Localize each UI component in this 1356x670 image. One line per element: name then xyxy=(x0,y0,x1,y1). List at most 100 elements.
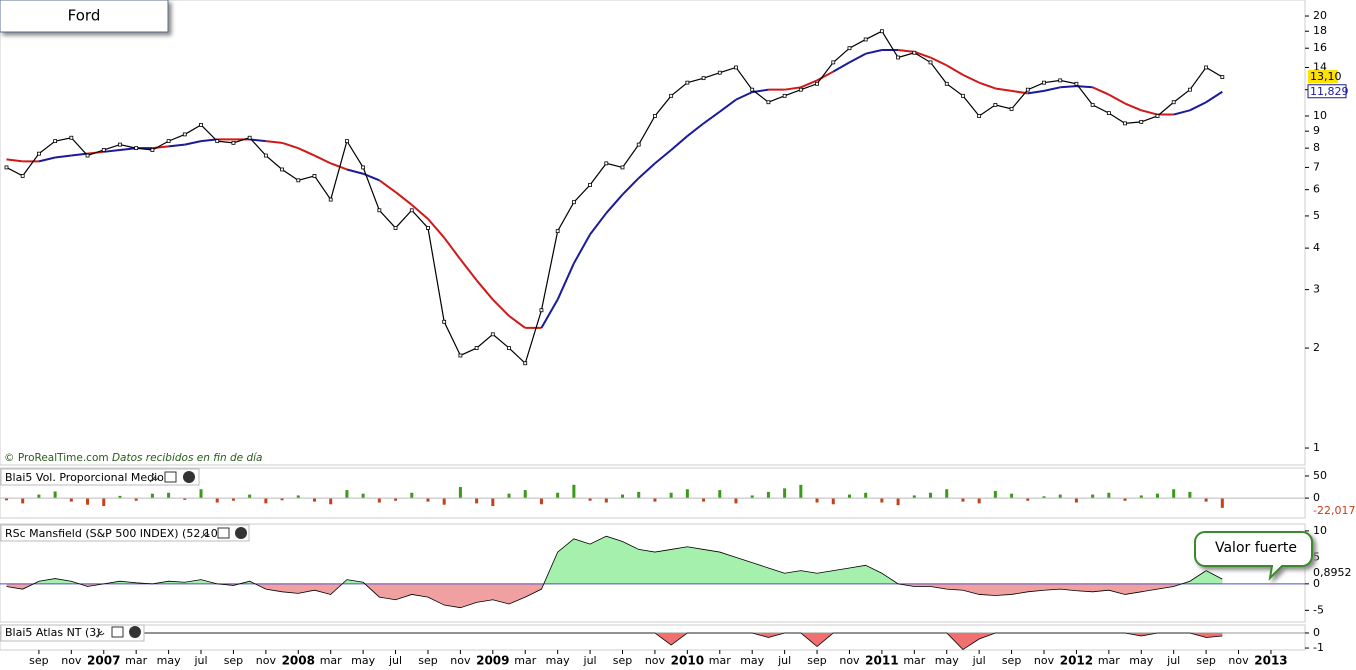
price-mark xyxy=(361,165,366,170)
moving-average xyxy=(784,86,801,91)
annotation-text: Valor fuerte xyxy=(1215,540,1297,556)
price-mark xyxy=(69,135,74,140)
price-mark xyxy=(1058,78,1063,83)
moving-average xyxy=(930,56,948,67)
price-mark xyxy=(215,139,220,144)
volume-bar xyxy=(961,498,965,502)
x-tick-label: mar xyxy=(903,654,925,666)
volume-bar xyxy=(783,488,787,499)
y-tick-label: 18 xyxy=(1313,24,1327,37)
plot-layers: 123456789101214161820050-50510-10sepnov2… xyxy=(0,9,1355,668)
close-icon[interactable] xyxy=(183,471,195,483)
price-mark xyxy=(1009,107,1014,111)
volume-bar xyxy=(1026,498,1030,501)
y-tick-label: -5 xyxy=(1313,603,1324,616)
volume-bar xyxy=(21,498,25,504)
close-icon[interactable] xyxy=(129,626,141,638)
close-icon[interactable] xyxy=(235,527,247,539)
volume-bar xyxy=(1155,493,1159,499)
price-mark xyxy=(555,229,560,234)
y-tick-label: -1 xyxy=(1313,641,1324,654)
settings-icon[interactable] xyxy=(95,628,105,638)
volume-bar xyxy=(442,498,446,505)
moving-average xyxy=(459,258,478,281)
y-tick-label: 0 xyxy=(1313,491,1320,504)
volume-bar xyxy=(847,494,851,499)
price-mark xyxy=(1139,119,1144,124)
moving-average xyxy=(573,233,591,264)
window-icon[interactable] xyxy=(111,626,124,638)
price-mark xyxy=(458,353,463,358)
x-tick-label: mar xyxy=(1098,654,1120,666)
moving-average xyxy=(1060,85,1077,89)
price-mark xyxy=(182,132,187,137)
price-mark xyxy=(507,346,511,350)
volume-bar xyxy=(150,493,154,499)
moving-average xyxy=(589,212,608,235)
y-tick-label: 20 xyxy=(1313,9,1327,22)
moving-average xyxy=(897,49,915,53)
area-negative xyxy=(6,583,1182,608)
moving-average xyxy=(492,298,510,317)
moving-average xyxy=(330,162,348,171)
moving-average xyxy=(995,87,1012,92)
volume-bar xyxy=(556,492,560,499)
price-mark xyxy=(199,123,203,127)
volume-bar xyxy=(766,491,770,499)
volume-bar xyxy=(1188,491,1192,499)
window-icon[interactable] xyxy=(164,471,177,483)
moving-average xyxy=(297,147,315,157)
price-mark xyxy=(620,165,625,170)
moving-average xyxy=(540,299,559,329)
volume-bar xyxy=(702,498,706,502)
moving-average xyxy=(119,147,137,151)
price-mark xyxy=(1042,80,1046,85)
moving-average xyxy=(184,140,202,146)
moving-average xyxy=(249,138,266,143)
volume-bar xyxy=(572,484,576,499)
volume-bar xyxy=(750,495,754,499)
settings-icon[interactable] xyxy=(149,473,159,483)
price-mark xyxy=(653,114,657,118)
volume-bar xyxy=(1139,495,1143,499)
price-mark xyxy=(604,161,609,166)
volume-bar xyxy=(912,495,916,499)
last-ma-label: 11,829 xyxy=(1310,85,1349,98)
volume-bar xyxy=(361,493,365,499)
moving-average xyxy=(654,149,672,165)
volume-bar xyxy=(604,498,608,503)
volume-bar xyxy=(685,489,689,499)
moving-average xyxy=(946,64,964,76)
y-tick-label: 7 xyxy=(1313,160,1320,173)
settings-icon[interactable] xyxy=(200,529,210,539)
y-tick-label: 0 xyxy=(1313,577,1320,590)
volume-bar xyxy=(377,498,381,503)
volume-bar xyxy=(183,498,187,500)
price-mark xyxy=(85,153,90,158)
moving-average xyxy=(1108,93,1126,105)
volume-bar xyxy=(410,492,414,499)
moving-average xyxy=(816,70,834,82)
atlas-header: Blai5 Atlas NT (3) xyxy=(0,624,145,642)
volume-bar xyxy=(1172,489,1176,499)
moving-average xyxy=(427,218,445,239)
x-tick-label: may xyxy=(1129,654,1153,666)
chart-title: Ford xyxy=(68,7,101,25)
atlas-panel xyxy=(0,624,1306,651)
moving-average xyxy=(865,49,883,55)
x-tick-label: mar xyxy=(320,654,342,666)
x-tick-label: nov xyxy=(61,654,82,666)
price-mark xyxy=(977,114,982,118)
moving-average xyxy=(265,140,283,144)
volume-bar xyxy=(507,493,511,499)
price-mark xyxy=(750,87,755,92)
y-tick-label: 9 xyxy=(1313,124,1320,137)
moving-average xyxy=(670,135,689,151)
moving-average xyxy=(686,122,705,137)
moving-average xyxy=(168,143,185,148)
volume-bar xyxy=(394,498,398,501)
window-icon[interactable] xyxy=(217,527,230,539)
moving-average xyxy=(1124,102,1142,112)
moving-average xyxy=(702,110,721,125)
last-price-box xyxy=(1308,70,1338,84)
